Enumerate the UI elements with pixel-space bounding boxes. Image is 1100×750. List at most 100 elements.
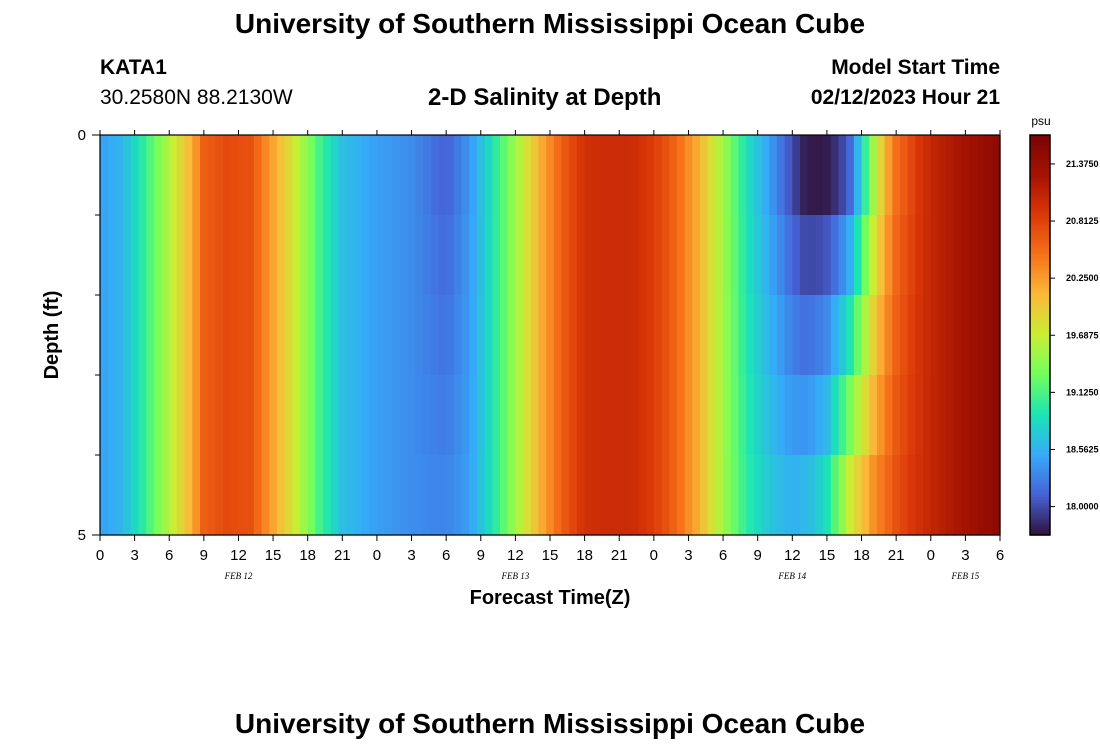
colorbar-segment: [1030, 232, 1050, 236]
heatmap-cell: [338, 455, 347, 536]
colorbar-segment: [1030, 367, 1050, 371]
heatmap-cell: [361, 135, 370, 216]
heatmap-cell: [576, 455, 586, 536]
heatmap-cell: [846, 455, 855, 536]
heatmap-cell: [907, 455, 916, 536]
heatmap-cell: [369, 455, 378, 536]
colorbar-segment: [1030, 377, 1050, 381]
heatmap-cell: [438, 375, 447, 456]
heatmap-cell: [776, 135, 786, 216]
heatmap-cell: [561, 455, 570, 536]
x-tick-label: 0: [927, 547, 935, 564]
heatmap-cell: [607, 215, 616, 296]
date-label: FEB 15: [951, 571, 980, 581]
heatmap-cell: [753, 215, 763, 296]
heatmap-cell: [446, 135, 455, 216]
colorbar-segment: [1030, 187, 1050, 191]
colorbar-segment: [1030, 397, 1050, 401]
heatmap-cell: [892, 455, 901, 536]
colorbar-segment: [1030, 512, 1050, 516]
colorbar-segment: [1030, 347, 1050, 351]
heatmap-cell: [615, 295, 624, 376]
heatmap-cell: [238, 455, 247, 536]
colorbar-segment: [1030, 317, 1050, 321]
heatmap-cell: [284, 455, 293, 536]
colorbar-segment: [1030, 320, 1050, 324]
heatmap-cell: [861, 295, 870, 376]
heatmap-cell: [846, 295, 855, 376]
heatmap-cell: [992, 215, 1001, 296]
heatmap-cell: [915, 295, 924, 376]
heatmap-cell: [623, 375, 632, 456]
colorbar-segment: [1030, 295, 1050, 299]
heatmap-cell: [292, 135, 301, 216]
colorbar-segment: [1030, 412, 1050, 416]
heatmap-cell: [730, 375, 740, 456]
heatmap-cell: [415, 375, 424, 456]
colorbar-tick-label: 19.6875: [1066, 330, 1099, 340]
colorbar-segment: [1030, 510, 1050, 514]
heatmap-cell: [407, 375, 416, 456]
heatmap-cell: [246, 295, 255, 376]
heatmap-cell: [307, 135, 316, 216]
colorbar-segment: [1030, 210, 1050, 214]
heatmap-cell: [107, 375, 116, 456]
heatmap-cell: [792, 215, 801, 296]
chart-subtitle: 2-D Salinity at Depth: [428, 84, 662, 111]
colorbar-segment: [1030, 452, 1050, 456]
heatmap-cell: [761, 295, 770, 376]
colorbar-segment: [1030, 302, 1050, 306]
x-tick-label: 9: [477, 547, 485, 564]
colorbar-segment: [1030, 460, 1050, 464]
heatmap-cell: [784, 215, 793, 296]
heatmap-cell: [938, 295, 947, 376]
heatmap-cell: [938, 135, 947, 216]
x-tick-label: 3: [130, 547, 138, 564]
heatmap-cell: [461, 135, 470, 216]
heatmap-cell: [630, 375, 640, 456]
colorbar-segment: [1030, 142, 1050, 146]
heatmap-cell: [684, 215, 693, 296]
heatmap-cell: [392, 295, 401, 376]
heatmap-cell: [653, 455, 663, 536]
heatmap-cell: [315, 295, 324, 376]
heatmap-cell: [223, 455, 232, 536]
heatmap-cell: [176, 135, 186, 216]
heatmap-cell: [530, 455, 540, 536]
heatmap-cell: [576, 135, 586, 216]
heatmap-cell: [315, 215, 324, 296]
heatmap-cell: [238, 215, 247, 296]
colorbar-segment: [1030, 465, 1050, 469]
heatmap-cell: [938, 375, 947, 456]
heatmap-cell: [423, 135, 432, 216]
heatmap-cell: [446, 215, 455, 296]
heatmap-cell: [515, 135, 524, 216]
heatmap-cell: [384, 215, 393, 296]
colorbar-segment: [1030, 420, 1050, 424]
heatmap-cell: [484, 295, 493, 376]
colorbar-segment: [1030, 262, 1050, 266]
heatmap-cell: [315, 135, 324, 216]
heatmap-cell: [238, 135, 247, 216]
heatmap-cell: [830, 135, 840, 216]
heatmap-cell: [900, 215, 909, 296]
heatmap-cell: [600, 455, 609, 536]
heatmap-cell: [646, 295, 655, 376]
heatmap-cell: [538, 375, 547, 456]
heatmap-cell: [392, 135, 401, 216]
heatmap-cell: [900, 455, 909, 536]
colorbar-segment: [1030, 500, 1050, 504]
heatmap-cell: [507, 135, 516, 216]
heatmap-cell: [661, 215, 670, 296]
heatmap-cell: [461, 215, 470, 296]
colorbar-segment: [1030, 387, 1050, 391]
heatmap-cell: [338, 295, 347, 376]
heatmap-cell: [346, 295, 355, 376]
heatmap-cell: [715, 295, 724, 376]
heatmap-cell: [553, 375, 563, 456]
colorbar-segment: [1030, 327, 1050, 331]
heatmap-cell: [669, 375, 678, 456]
colorbar-segment: [1030, 485, 1050, 489]
heatmap-cell: [638, 295, 647, 376]
heatmap-cell: [930, 375, 940, 456]
